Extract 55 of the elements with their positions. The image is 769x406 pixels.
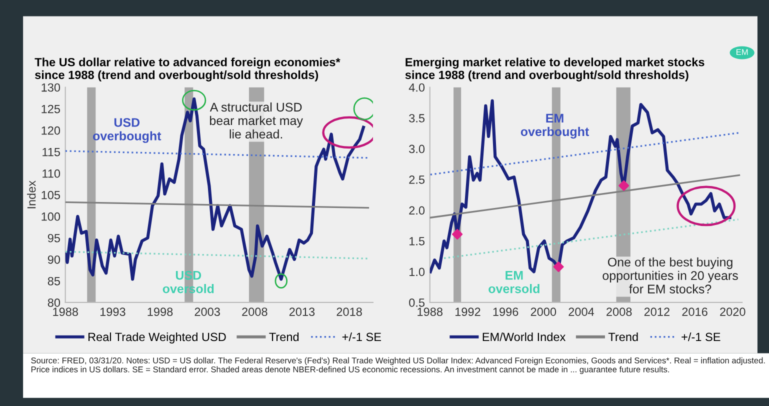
y-tick-label: 3.0 (409, 144, 425, 154)
x-tick-label: 1992 (455, 308, 480, 316)
y-tick-label: 105 (42, 190, 60, 200)
y-tick-label: 1.0 (410, 268, 425, 276)
x-tick-label: 2012 (644, 308, 670, 316)
annotation: USD oversold (162, 270, 214, 294)
source-note: Source: FRED, 03/31/20. Notes: USD = US dollar. The Federal Reserve's (Fed's) Real Trade Weighted US Dollar Index: Advanced Foreign Economies, Goods and Services*. Real = inflation adjusted. Price indices in US dollars. SE = Standard error. Shaded areas denote NBER-defined US economic recessions. An investment cannot be made in ... guarantee future results. (31, 357, 765, 374)
y-tick-label: 110 (42, 169, 60, 178)
legend-label: +/-1 SE (682, 332, 720, 342)
chart-title: The US dollar relative to advanced foreign economies* since 1988 (trend and overbought/sold thresholds) (34, 58, 340, 82)
y-tick-label: 90 (48, 255, 60, 264)
annotation: EM overbought (520, 114, 589, 139)
y-tick-label: 3.5 (409, 114, 425, 122)
y-tick-label: 120 (42, 126, 60, 135)
y-tick-label: 130 (42, 83, 60, 92)
y-tick-label: 2.0 (409, 206, 425, 215)
x-tick-label: 2000 (530, 308, 556, 316)
x-tick-label: 1993 (100, 308, 126, 316)
legend-label: Trend (269, 332, 299, 342)
y-tick-label: 0.5 (409, 298, 425, 307)
x-tick-label: 1996 (493, 308, 518, 316)
annotation: A structural USD bear market may lie ahead. (210, 102, 303, 139)
x-tick-label: 2004 (568, 308, 594, 316)
y-tick-label: 85 (48, 276, 60, 286)
y-tick-label: 100 (42, 212, 60, 221)
chart-title: Emerging market relative to developed market stocks since 1988 (trend and overbought/sold thresholds) (405, 58, 704, 82)
point (553, 262, 564, 272)
legend-label: Real Trade Weighted USD (88, 332, 226, 344)
x-tick-label: 2008 (242, 308, 268, 316)
legend-label: EM/World Index (482, 332, 566, 342)
x-tick-label: 1988 (53, 308, 78, 316)
y-axis-title: Index (27, 180, 36, 208)
legend-label: Trend (608, 332, 638, 342)
text: EM (736, 49, 748, 55)
y-tick-label: 125 (42, 104, 60, 114)
x-tick-label: 2016 (682, 308, 708, 316)
x-tick-label: 1998 (148, 308, 173, 316)
legend-label: +/-1 SE (342, 332, 381, 342)
x-tick-label: 2013 (289, 308, 315, 316)
x-tick-label: 2020 (720, 308, 746, 316)
y-tick-label: 80 (48, 298, 60, 307)
annotation: USD overbought (93, 118, 162, 143)
point (618, 180, 630, 191)
y-tick-label: 115 (42, 148, 60, 156)
point (452, 228, 463, 240)
annotation: One of the best buying opportunities in 20 years for EM stocks? (602, 257, 738, 294)
x-tick-label: 2018 (336, 308, 362, 316)
x-tick-label: 2003 (194, 308, 220, 316)
y-tick-label: 1.5 (410, 237, 425, 246)
y-tick-label: 2.5 (409, 176, 425, 184)
x-tick-label: 2008 (606, 308, 632, 316)
y-tick-label: 95 (48, 234, 60, 242)
annotation: EM oversold (488, 271, 540, 294)
x-tick-label: 1988 (418, 308, 442, 316)
y-tick-label: 4.0 (408, 83, 425, 92)
